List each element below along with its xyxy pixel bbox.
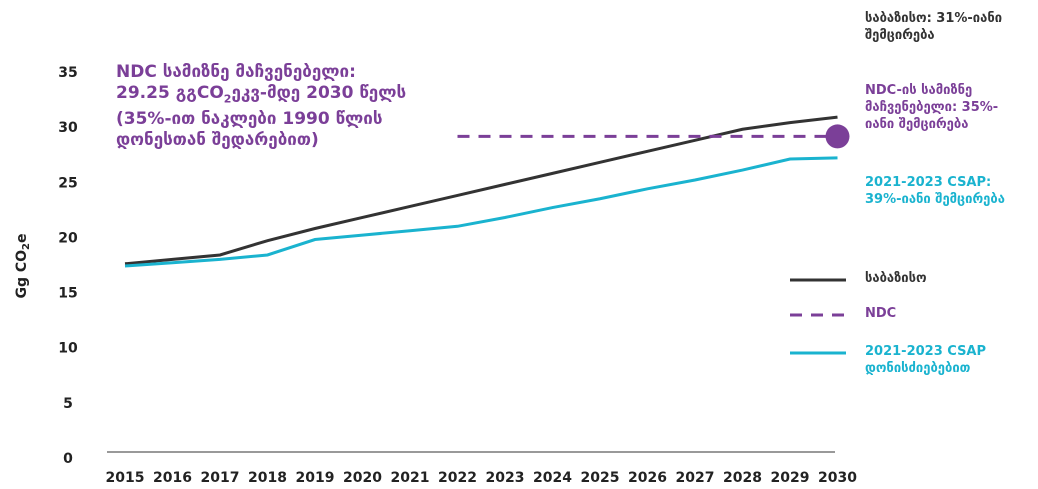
annotation-part: 29.25 გგCO <box>116 83 224 103</box>
legend-label: 2021-2023 CSAP დონისძიებებით <box>865 344 987 376</box>
y-tick-label: 20 <box>58 230 78 246</box>
x-tick-label: 2015 <box>106 470 145 486</box>
right-annotation: 2021-2023 CSAP: 39%-იანი შემცირება <box>865 175 1005 207</box>
y-tick-label: 5 <box>63 396 73 412</box>
x-tick-label: 2022 <box>438 470 477 486</box>
x-tick-label: 2017 <box>201 470 240 486</box>
legend-label: NDC <box>865 306 897 321</box>
y-tick-label: 35 <box>58 65 77 81</box>
x-tick-label: 2030 <box>818 470 857 486</box>
x-tick-label: 2029 <box>771 470 810 486</box>
annotation-line: (35%-ით ნაკლები 1990 წლის დონესთან შედარ… <box>116 109 383 151</box>
y-tick-label: 0 <box>63 451 73 467</box>
y-label-sub: 2 <box>21 243 32 250</box>
y-tick-label: 30 <box>58 120 78 136</box>
x-tick-label: 2024 <box>533 470 572 486</box>
x-tick-label: 2026 <box>628 470 667 486</box>
x-tick-label: 2023 <box>486 470 525 486</box>
series-line <box>124 115 838 266</box>
x-tick-label: 2018 <box>248 470 287 486</box>
x-tick-label: 2020 <box>343 470 382 486</box>
x-tick-label: 2021 <box>391 470 430 486</box>
annotation-line: 29.25 გგCO2ეკვ-მდე 2030 წელს <box>116 83 456 109</box>
series-line <box>124 156 838 268</box>
y-tick-label: 10 <box>58 341 78 357</box>
x-tick-label: 2025 <box>581 470 620 486</box>
end-marker <box>825 124 850 149</box>
legend-label: საბაზისო <box>865 271 927 286</box>
y-label-part: e <box>14 233 30 243</box>
y-tick-label: 25 <box>58 175 77 191</box>
annotation-part: ეკვ-მდე 2030 წელს <box>231 83 407 103</box>
x-tick-label: 2027 <box>676 470 715 486</box>
right-annotation: NDC-ის სამიზნე მაჩვენებელი: 35%-იანი შემ… <box>865 83 999 132</box>
y-tick-label: 15 <box>58 286 77 302</box>
annotation-sub: 2 <box>223 92 232 106</box>
y-label-part: Gg CO <box>14 250 30 299</box>
ndc-annotation: NDC სამიზნე მაჩვენებელი: 29.25 გგCO2ეკვ-… <box>116 62 456 151</box>
y-axis-label: Gg CO2e <box>14 233 32 298</box>
right-annotation: საბაზისო: 31%-იანი შემცირება <box>865 11 1003 43</box>
x-tick-label: 2028 <box>723 470 762 486</box>
annotation-line: NDC სამიზნე მაჩვენებელი: <box>116 62 356 82</box>
x-tick-label: 2019 <box>296 470 335 486</box>
x-tick-label: 2016 <box>153 470 192 486</box>
